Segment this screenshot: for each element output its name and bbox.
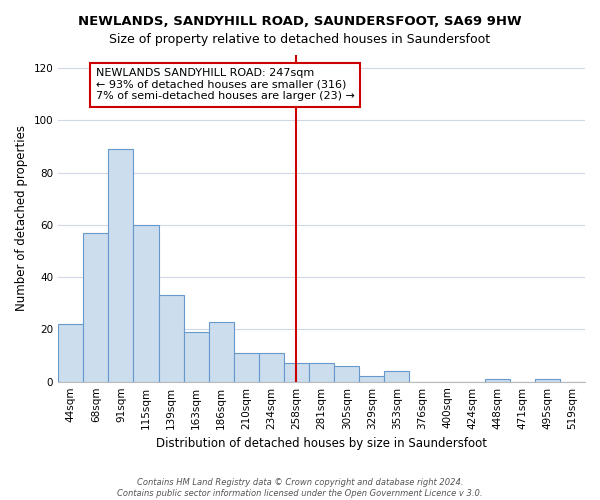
Text: Size of property relative to detached houses in Saundersfoot: Size of property relative to detached ho… bbox=[109, 32, 491, 46]
Bar bbox=[133, 225, 158, 382]
X-axis label: Distribution of detached houses by size in Saundersfoot: Distribution of detached houses by size … bbox=[156, 437, 487, 450]
Bar bbox=[334, 366, 359, 382]
Bar bbox=[83, 232, 109, 382]
Bar bbox=[209, 322, 234, 382]
Bar bbox=[184, 332, 209, 382]
Bar bbox=[259, 353, 284, 382]
Bar bbox=[485, 379, 510, 382]
Text: NEWLANDS SANDYHILL ROAD: 247sqm
← 93% of detached houses are smaller (316)
7% of: NEWLANDS SANDYHILL ROAD: 247sqm ← 93% of… bbox=[96, 68, 355, 102]
Bar bbox=[109, 149, 133, 382]
Bar bbox=[309, 364, 334, 382]
Bar bbox=[58, 324, 83, 382]
Bar bbox=[234, 353, 259, 382]
Bar bbox=[535, 379, 560, 382]
Bar bbox=[284, 364, 309, 382]
Bar bbox=[385, 371, 409, 382]
Bar bbox=[158, 296, 184, 382]
Y-axis label: Number of detached properties: Number of detached properties bbox=[15, 126, 28, 312]
Text: Contains HM Land Registry data © Crown copyright and database right 2024.
Contai: Contains HM Land Registry data © Crown c… bbox=[117, 478, 483, 498]
Bar bbox=[359, 376, 385, 382]
Text: NEWLANDS, SANDYHILL ROAD, SAUNDERSFOOT, SA69 9HW: NEWLANDS, SANDYHILL ROAD, SAUNDERSFOOT, … bbox=[78, 15, 522, 28]
